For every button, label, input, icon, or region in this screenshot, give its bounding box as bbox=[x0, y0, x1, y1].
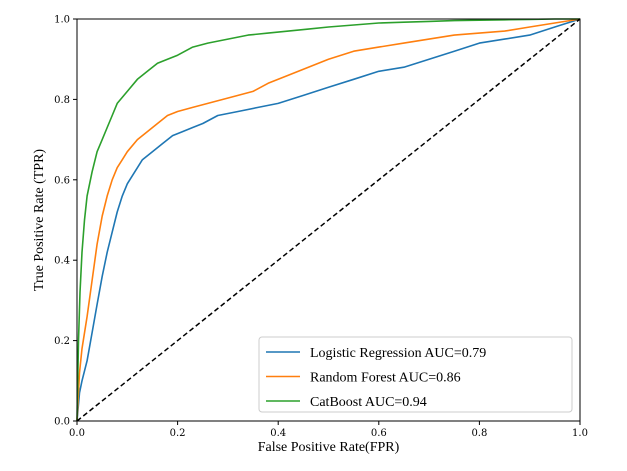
y-axis-ticks: 0.0 0.2 0.4 0.6 0.8 1.0 bbox=[54, 15, 77, 428]
x-axis-ticks: 0.0 0.2 0.4 0.6 0.8 1.0 bbox=[69, 421, 588, 439]
y-tick-label: 0.8 bbox=[54, 95, 70, 106]
x-tick-label: 0.6 bbox=[371, 428, 387, 439]
roc-curve-series-2 bbox=[76, 18, 580, 422]
legend-label-series-2: CatBoost AUC=0.94 bbox=[310, 395, 427, 410]
legend-label-series-1: Random Forest AUC=0.86 bbox=[310, 371, 461, 386]
y-tick-label: 0.0 bbox=[54, 417, 70, 428]
x-axis-label: False Positive Rate(FPR) bbox=[258, 440, 400, 455]
legend-label-series-0: Logistic Regression AUC=0.79 bbox=[310, 346, 486, 361]
x-tick-label: 1.0 bbox=[572, 428, 588, 439]
x-tick-label: 0.2 bbox=[170, 428, 186, 439]
y-tick-label: 0.2 bbox=[54, 336, 70, 347]
legend: Logistic Regression AUC=0.79 Random Fores… bbox=[258, 336, 573, 413]
axes-frame bbox=[76, 18, 581, 422]
y-axis-label: True Positive Rate (TPR) bbox=[32, 149, 47, 292]
y-tick-label: 1.0 bbox=[54, 15, 70, 26]
plot-area bbox=[76, 18, 581, 422]
chance-diagonal-line bbox=[76, 18, 581, 422]
y-tick-label: 0.6 bbox=[54, 175, 70, 186]
x-tick-label: 0.4 bbox=[270, 428, 286, 439]
roc-curve-series-0 bbox=[76, 18, 581, 422]
legend-box bbox=[258, 336, 573, 413]
roc-curve-series-1 bbox=[76, 18, 581, 422]
x-tick-label: 0.0 bbox=[69, 428, 85, 439]
x-tick-label: 0.8 bbox=[471, 428, 487, 439]
y-tick-label: 0.4 bbox=[54, 256, 70, 267]
